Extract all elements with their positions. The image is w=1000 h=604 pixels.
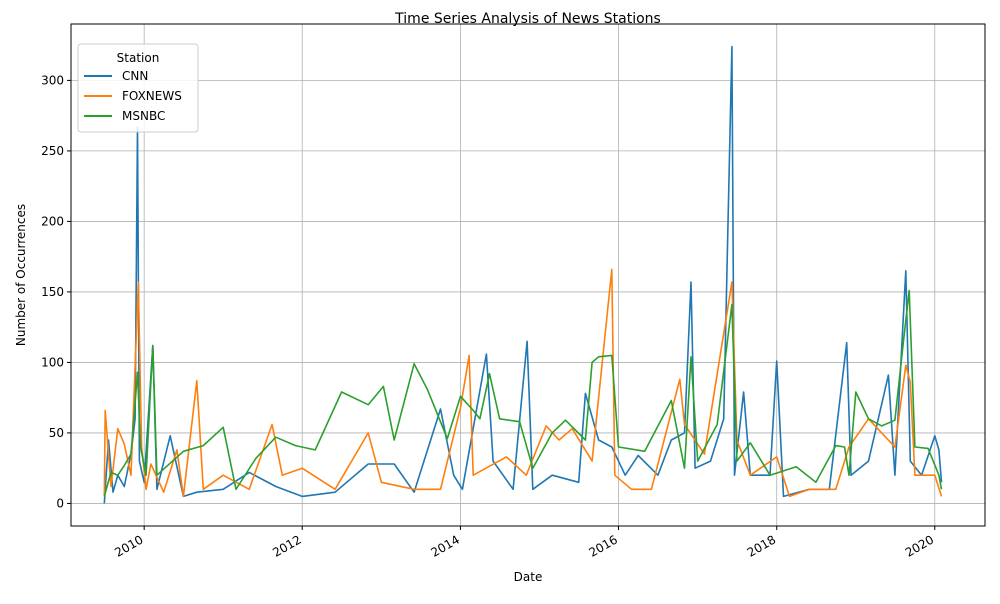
legend: Station CNN FOXNEWS MSNBC — [77, 43, 199, 133]
plot-frame — [70, 23, 986, 527]
x-axis-ticks: 2010 2012 2014 2016 2018 2020 — [112, 526, 936, 560]
series-line-msnbc — [103, 289, 943, 497]
legend-title: Station — [117, 51, 160, 65]
series-lines — [103, 45, 943, 504]
y-tick-label: 300 — [41, 73, 64, 87]
y-tick-label: 200 — [41, 214, 64, 228]
y-axis-label: Number of Occurrences — [14, 204, 28, 346]
x-tick-label: 2020 — [903, 532, 936, 559]
y-tick-label: 0 — [56, 496, 64, 510]
legend-label: FOXNEWS — [122, 89, 182, 103]
x-tick-label: 2012 — [270, 532, 303, 559]
series-line-foxnews — [103, 268, 943, 498]
y-tick-label: 100 — [41, 355, 64, 369]
y-tick-label: 250 — [41, 144, 64, 158]
x-tick-label: 2014 — [429, 532, 462, 559]
legend-items: CNN FOXNEWS MSNBC — [84, 69, 182, 123]
x-tick-label: 2016 — [587, 532, 620, 559]
y-tick-label: 50 — [49, 426, 64, 440]
y-axis-ticks: 0 50 100 150 200 250 300 — [41, 73, 71, 510]
x-tick-label: 2018 — [745, 532, 778, 559]
legend-label: CNN — [122, 69, 148, 83]
legend-label: MSNBC — [122, 109, 165, 123]
chart-title: Time Series Analysis of News Stations — [394, 11, 661, 27]
y-tick-label: 150 — [41, 285, 64, 299]
legend-box — [77, 43, 199, 133]
x-axis-label: Date — [514, 570, 543, 584]
x-tick-label: 2010 — [112, 532, 145, 559]
grid — [71, 24, 985, 526]
